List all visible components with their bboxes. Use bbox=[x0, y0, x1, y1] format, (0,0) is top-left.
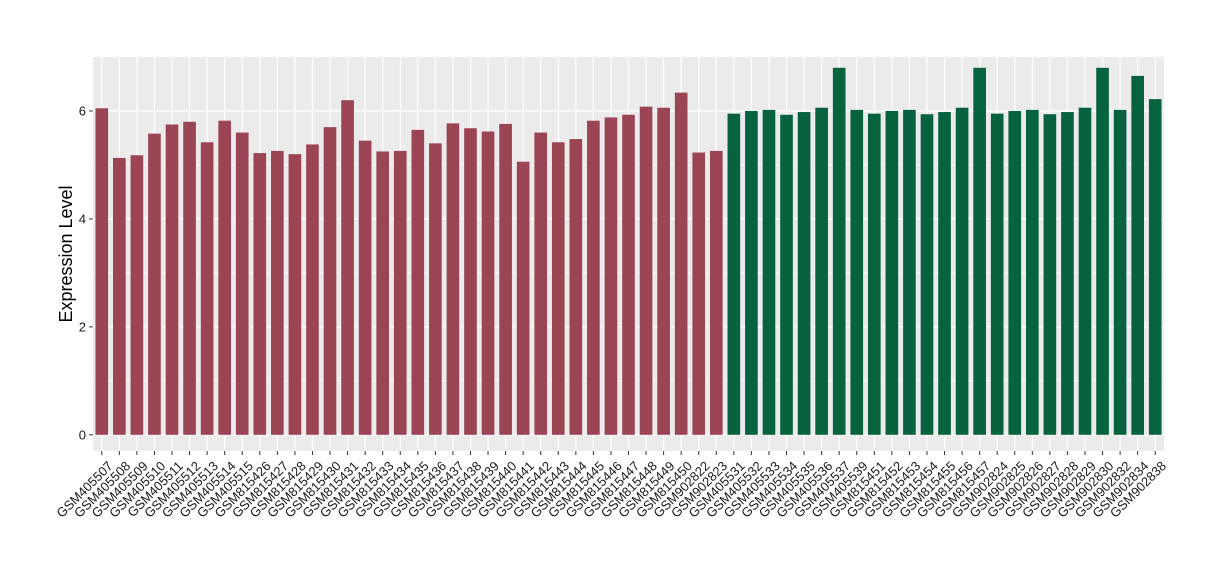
bar-GSM405536 bbox=[815, 107, 828, 435]
bar-GSM902825 bbox=[1008, 110, 1022, 435]
bar-GSM902832 bbox=[1113, 109, 1127, 435]
bar-GSM815433 bbox=[376, 151, 390, 435]
bar-GSM815435 bbox=[411, 129, 425, 435]
bar-GSM815436 bbox=[429, 143, 442, 435]
bar-GSM405534 bbox=[780, 114, 793, 435]
bar-GSM815456 bbox=[955, 107, 969, 435]
bar-GSM902823 bbox=[709, 150, 723, 435]
bar-GSM815434 bbox=[393, 150, 407, 435]
y-axis-title: Expression Level bbox=[56, 185, 76, 322]
bar-GSM902826 bbox=[1025, 109, 1039, 435]
bar-GSM815454 bbox=[920, 114, 934, 435]
x-axis: GSM405507GSM405508GSM405509GSM405510GSM4… bbox=[53, 451, 1169, 521]
bar-GSM405513 bbox=[200, 142, 214, 435]
bar-GSM405537 bbox=[832, 67, 846, 435]
bar-GSM815445 bbox=[587, 120, 600, 435]
bar-GSM815444 bbox=[569, 139, 583, 435]
bar-GSM815430 bbox=[323, 127, 337, 435]
bar-GSM815427 bbox=[271, 150, 284, 435]
y-tick-label: 4 bbox=[79, 211, 86, 226]
y-tick-label: 6 bbox=[79, 103, 86, 118]
bar-GSM405539 bbox=[850, 109, 864, 435]
bar-GSM815429 bbox=[306, 144, 319, 435]
bar-GSM902838 bbox=[1148, 99, 1162, 435]
bar-GSM405507 bbox=[95, 108, 109, 435]
bar-GSM902830 bbox=[1096, 67, 1109, 435]
bar-GSM902829 bbox=[1078, 107, 1092, 435]
bar-GSM815450 bbox=[674, 92, 688, 435]
y-axis: 0 2 4 6 bbox=[79, 103, 93, 442]
bar-GSM815452 bbox=[885, 110, 899, 435]
bar-GSM815431 bbox=[341, 100, 354, 435]
bar-GSM902828 bbox=[1061, 112, 1074, 435]
bar-GSM405511 bbox=[165, 124, 179, 435]
bar-GSM405514 bbox=[218, 120, 232, 435]
bar-GSM815447 bbox=[622, 114, 635, 435]
bar-GSM815448 bbox=[639, 106, 653, 435]
y-tick-label: 0 bbox=[79, 427, 86, 442]
bar-GSM405508 bbox=[113, 157, 126, 435]
bar-GSM902822 bbox=[692, 152, 706, 435]
bar-GSM815439 bbox=[481, 131, 495, 435]
bar-GSM405515 bbox=[235, 132, 249, 435]
bar-GSM815426 bbox=[253, 153, 267, 435]
bar-GSM815442 bbox=[534, 132, 548, 435]
bar-GSM815428 bbox=[288, 154, 302, 435]
bar-GSM405512 bbox=[183, 121, 196, 435]
bars bbox=[95, 67, 1162, 435]
bar-GSM815449 bbox=[657, 107, 670, 435]
bar-GSM405535 bbox=[797, 112, 811, 435]
bar-GSM405509 bbox=[130, 155, 144, 435]
bar-GSM815441 bbox=[516, 161, 530, 435]
y-tick-label: 2 bbox=[79, 319, 86, 334]
bar-GSM815453 bbox=[903, 109, 916, 435]
bar-GSM815451 bbox=[867, 113, 881, 435]
bar-GSM815440 bbox=[499, 123, 512, 435]
bar-GSM405532 bbox=[745, 110, 758, 435]
bar-GSM815446 bbox=[604, 117, 618, 435]
bar-GSM815438 bbox=[464, 128, 477, 435]
bar-GSM405531 bbox=[727, 113, 741, 435]
bar-GSM405510 bbox=[148, 133, 161, 435]
bar-GSM902827 bbox=[1043, 114, 1057, 435]
bar-GSM405533 bbox=[762, 109, 776, 435]
bar-GSM815455 bbox=[938, 112, 951, 435]
bar-GSM815457 bbox=[973, 67, 986, 435]
bar-GSM902824 bbox=[990, 113, 1004, 435]
bar-GSM815443 bbox=[551, 142, 565, 435]
bar-GSM902834 bbox=[1131, 75, 1144, 435]
bar-GSM815437 bbox=[446, 123, 460, 435]
bar-GSM815432 bbox=[358, 140, 372, 435]
